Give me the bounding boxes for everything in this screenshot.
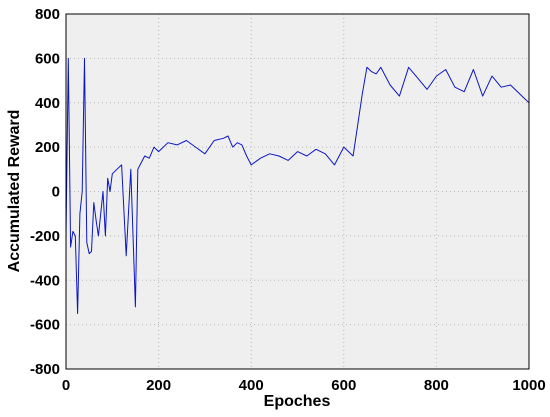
series-layer (65, 57, 530, 314)
x-tick-label: 600 (331, 377, 356, 394)
y-tick-label: 400 (35, 95, 60, 112)
x-axis-title: Epoches (264, 393, 331, 410)
y-tick-label: 800 (35, 6, 60, 23)
plot-frame (65, 13, 530, 370)
y-tick-label: -200 (30, 228, 60, 245)
plot-area (66, 14, 529, 369)
y-axis-title: Accumulated Reward (6, 110, 23, 273)
y-tick-label: -600 (30, 317, 60, 334)
y-tick-label: -800 (30, 361, 60, 378)
x-tick-label: 0 (62, 377, 70, 394)
y-tick-label: 600 (35, 50, 60, 67)
x-tick-label: 400 (239, 377, 264, 394)
y-tick-label: 200 (35, 139, 60, 156)
y-tick-label: 0 (52, 184, 60, 201)
reward-series-line (65, 57, 530, 314)
x-tick-label: 1000 (512, 377, 545, 394)
tick-layer: 0 200 400 600 800 1000 800 600 400 200 0 -200 -400 -6… (30, 6, 546, 394)
x-tick-label: 200 (146, 377, 171, 394)
y-tick-label: -400 (30, 272, 60, 289)
x-tick-label: 800 (424, 377, 449, 394)
